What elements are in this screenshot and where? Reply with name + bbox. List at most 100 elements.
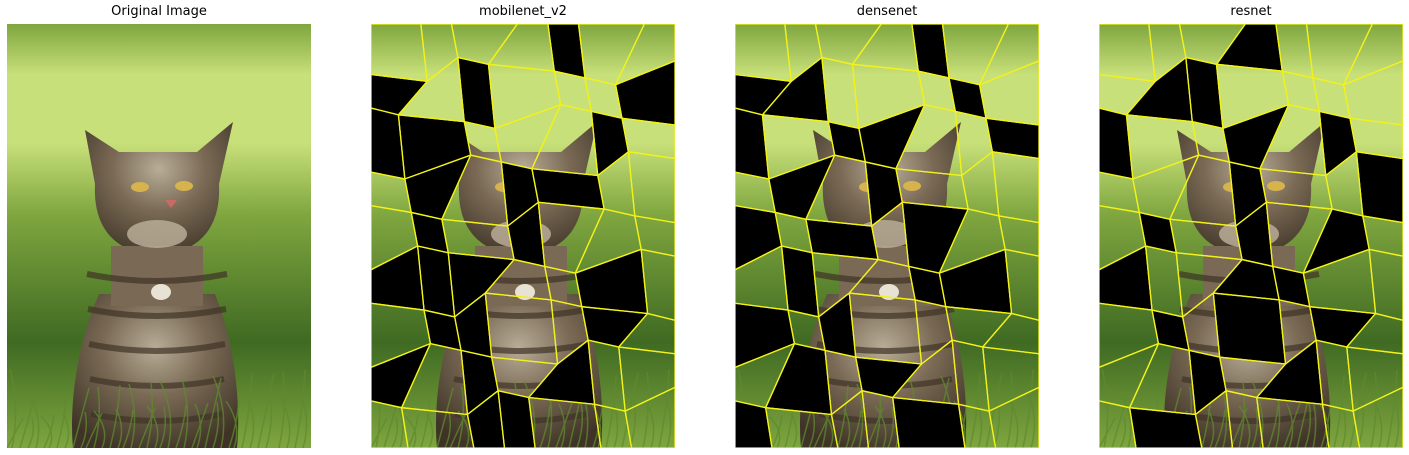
masked-superpixel xyxy=(902,202,969,274)
superpixel-boundary xyxy=(982,346,1039,412)
masked-superpixel xyxy=(498,390,536,448)
superpixel-boundary xyxy=(497,390,536,448)
superpixel-boundary xyxy=(614,60,675,126)
superpixel-boundary xyxy=(978,60,1039,126)
masked-superpixel xyxy=(828,121,866,162)
masked-superpixel xyxy=(1126,57,1193,122)
superpixel-boundary xyxy=(1256,396,1330,448)
superpixel-boundary xyxy=(618,312,675,355)
superpixel-boundary xyxy=(978,24,1039,86)
superpixel-boundary xyxy=(1349,117,1403,160)
masked-superpixel xyxy=(581,306,648,347)
masked-superpixel xyxy=(1356,151,1403,223)
masked-superpixel xyxy=(371,343,431,408)
masked-superpixel xyxy=(1129,407,1202,448)
panel-mobilenet: mobilenet_v2 xyxy=(371,0,675,455)
masked-superpixel xyxy=(762,57,829,122)
masked-segments xyxy=(1099,24,1403,448)
masked-superpixel xyxy=(417,245,455,317)
masked-segments xyxy=(371,24,675,448)
masked-superpixel xyxy=(404,155,471,220)
superpixel-boundary xyxy=(988,386,1039,448)
superpixel-boundary xyxy=(1362,215,1403,257)
masked-superpixel xyxy=(939,249,1012,314)
original-image xyxy=(7,24,311,448)
panel-densenet: densenet xyxy=(735,0,1039,455)
masked-segments xyxy=(735,24,1039,448)
masked-superpixel xyxy=(454,293,492,358)
superpixel-boundary xyxy=(1225,390,1264,448)
masked-superpixel xyxy=(467,390,505,448)
masked-superpixel xyxy=(398,114,471,179)
masked-superpixel xyxy=(948,77,986,119)
masked-superpixel xyxy=(501,161,539,227)
masked-superpixel xyxy=(448,252,515,317)
masked-superpixel xyxy=(1319,111,1357,176)
masked-superpixel xyxy=(371,245,425,311)
masked-superpixel xyxy=(892,397,965,448)
superpixel-boundary xyxy=(1128,407,1203,448)
masked-superpixel xyxy=(1256,340,1323,405)
superpixel-boundaries xyxy=(1099,24,1403,448)
panel-title: mobilenet_v2 xyxy=(479,4,567,19)
masked-superpixel xyxy=(735,400,773,448)
superpixel-boundary xyxy=(991,151,1039,224)
masked-superpixel xyxy=(985,118,1039,159)
masked-superpixel xyxy=(1152,310,1190,351)
masked-superpixel xyxy=(818,293,856,358)
superpixel-boundary xyxy=(1194,390,1234,448)
masked-superpixel xyxy=(371,108,405,179)
masked-superpixel xyxy=(1213,259,1280,300)
masked-superpixel xyxy=(855,357,922,398)
masked-superpixel xyxy=(1216,24,1283,72)
superpixel-boundary xyxy=(1321,403,1361,448)
masked-superpixel xyxy=(1303,209,1370,274)
masked-superpixel xyxy=(1229,161,1267,227)
superpixel-boundary xyxy=(466,390,506,448)
panel-title: densenet xyxy=(856,4,918,19)
panel-original: Original Image xyxy=(7,0,311,455)
masked-superpixel xyxy=(1222,104,1289,169)
masked-superpixel xyxy=(735,205,782,270)
masked-superpixel xyxy=(1139,212,1177,253)
superpixel-boundary xyxy=(627,151,675,224)
superpixel-boundary xyxy=(618,346,675,412)
superpixel-boundary xyxy=(830,390,870,448)
grass-blades xyxy=(7,368,308,448)
masked-superpixel xyxy=(615,60,675,126)
superpixel-boundary xyxy=(1342,60,1403,126)
masked-superpixel xyxy=(805,219,879,260)
masked-superpixel xyxy=(528,340,595,405)
superpixel-boundary xyxy=(624,386,675,448)
masked-superpixel xyxy=(371,74,428,115)
superpixel-boundary xyxy=(593,403,633,448)
panel-title: Original Image xyxy=(111,4,207,19)
masked-superpixel xyxy=(591,111,629,176)
masked-superpixel xyxy=(1185,57,1223,129)
masked-superpixel xyxy=(1099,108,1133,179)
superpixel-boundary xyxy=(400,407,475,448)
superpixel-boundary xyxy=(1352,386,1403,448)
panel-title: resnet xyxy=(1230,4,1272,19)
superpixel-boundary xyxy=(735,400,773,448)
masked-superpixel xyxy=(1099,245,1153,311)
masked-superpixel xyxy=(547,24,585,78)
mobilenet-explanation-image xyxy=(371,24,675,448)
superpixel-boundary xyxy=(861,390,900,448)
superpixel-boundary xyxy=(998,215,1039,257)
masked-superpixel xyxy=(765,343,832,415)
resnet-explanation-image xyxy=(1099,24,1403,448)
masked-superpixel xyxy=(461,350,499,415)
superpixel-boundary xyxy=(1342,24,1403,86)
masked-superpixel xyxy=(908,266,946,307)
superpixel-boundary xyxy=(640,248,675,321)
superpixel-boundary xyxy=(371,400,409,448)
superpixel-boundary xyxy=(1346,312,1403,355)
superpixel-boundary xyxy=(764,407,839,448)
masked-superpixel xyxy=(575,249,648,314)
densenet-explanation-image xyxy=(735,24,1039,448)
superpixel-boundary xyxy=(614,24,675,86)
superpixel-boundary xyxy=(1099,400,1137,448)
superpixel-boundaries xyxy=(371,24,675,448)
superpixel-boundary xyxy=(1355,151,1403,224)
